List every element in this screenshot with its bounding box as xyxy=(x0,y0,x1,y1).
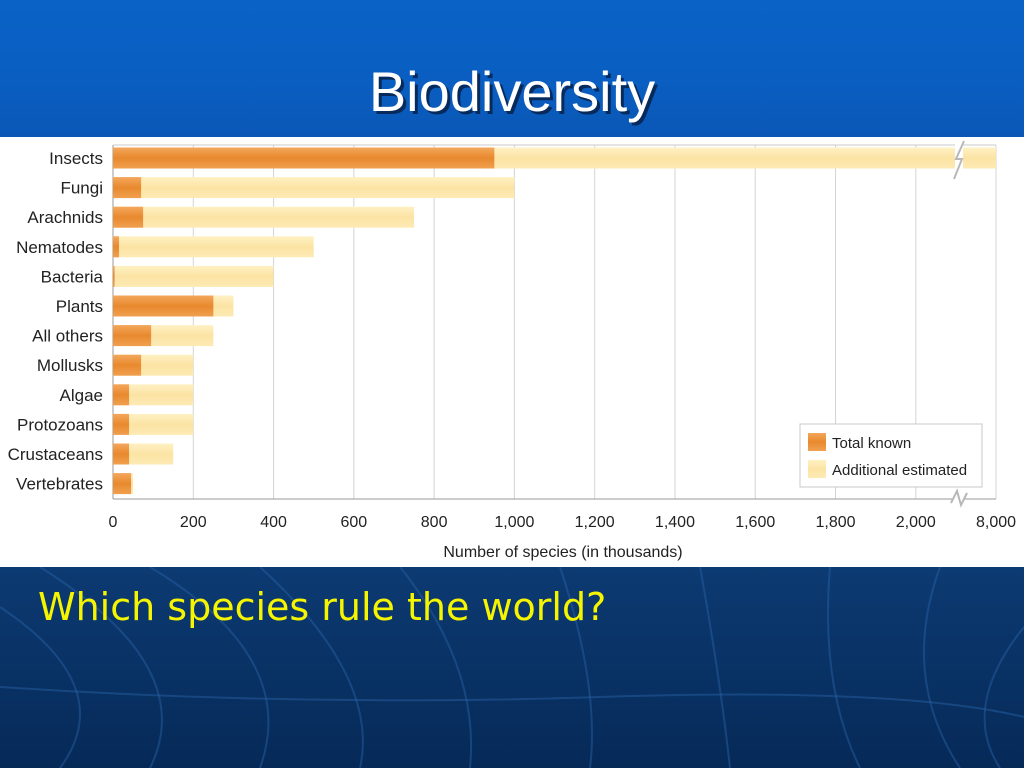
category-label: Insects xyxy=(49,149,103,168)
bar-known xyxy=(113,177,142,199)
bar-known xyxy=(113,354,142,376)
bar-estimated xyxy=(113,236,314,258)
legend-swatch-known xyxy=(808,433,826,451)
bar-known xyxy=(113,443,130,465)
category-label: Arachnids xyxy=(27,208,103,227)
axis-break-mark-bottom xyxy=(950,488,968,508)
bar-estimated xyxy=(113,384,194,406)
legend: Total known Additional estimated xyxy=(799,423,983,488)
bar-known xyxy=(113,384,130,406)
axis-break-gap xyxy=(955,143,963,181)
x-tick-label: 1,200 xyxy=(575,514,615,531)
legend-swatch-estimated xyxy=(808,460,826,478)
background-swirl-decoration xyxy=(0,567,1024,768)
x-tick-label: 1,000 xyxy=(494,514,534,531)
bar-known xyxy=(113,147,495,169)
slide-title: Biodiversity xyxy=(368,60,656,123)
x-axis-label: Number of species (in thousands) xyxy=(443,544,682,561)
bar-estimated xyxy=(113,206,415,228)
x-tick-label: 0 xyxy=(109,514,118,531)
category-label: Vertebrates xyxy=(16,475,103,494)
x-tick-label: 200 xyxy=(180,514,207,531)
x-tick-label: 800 xyxy=(421,514,448,531)
bar-estimated xyxy=(113,413,194,435)
category-label: Fungi xyxy=(60,179,103,198)
chart-panel: Insects Fungi Arachnids Nematodes Bacteria Pl… xyxy=(0,137,1024,567)
x-tick-label: 1,600 xyxy=(735,514,775,531)
category-label: Mollusks xyxy=(37,356,103,375)
x-tick-label: 400 xyxy=(260,514,287,531)
x-tick-label: 1,400 xyxy=(655,514,695,531)
category-label: Bacteria xyxy=(41,267,104,286)
x-tick-label: 8,000 xyxy=(976,514,1016,531)
x-tick-label: 600 xyxy=(340,514,367,531)
category-label: Plants xyxy=(56,297,103,316)
category-label: All others xyxy=(32,327,103,346)
bar-known xyxy=(113,236,120,258)
bar-known xyxy=(113,206,144,228)
category-label: Nematodes xyxy=(16,238,103,257)
bar-estimated xyxy=(113,265,274,287)
x-tick-label: 1,800 xyxy=(815,514,855,531)
category-label: Crustaceans xyxy=(8,445,103,464)
question-text: Which species rule the world? xyxy=(38,585,607,629)
legend-label-estimated: Additional estimated xyxy=(832,462,967,479)
axis-break-mark-top xyxy=(953,140,965,180)
bar-known xyxy=(113,473,132,495)
bar-known xyxy=(113,325,152,347)
bottom-band xyxy=(0,567,1024,768)
legend-label-known: Total known xyxy=(832,435,911,452)
category-label: Algae xyxy=(60,386,103,405)
species-bar-chart: Insects Fungi Arachnids Nematodes Bacteria Pl… xyxy=(8,140,1016,561)
bar-known xyxy=(113,413,130,435)
bar-known xyxy=(113,295,214,317)
x-tick-label: 2,000 xyxy=(896,514,936,531)
bar-estimated xyxy=(113,177,515,199)
category-label: Protozoans xyxy=(17,415,103,434)
bar-known xyxy=(113,265,115,287)
title-band xyxy=(0,0,1024,137)
